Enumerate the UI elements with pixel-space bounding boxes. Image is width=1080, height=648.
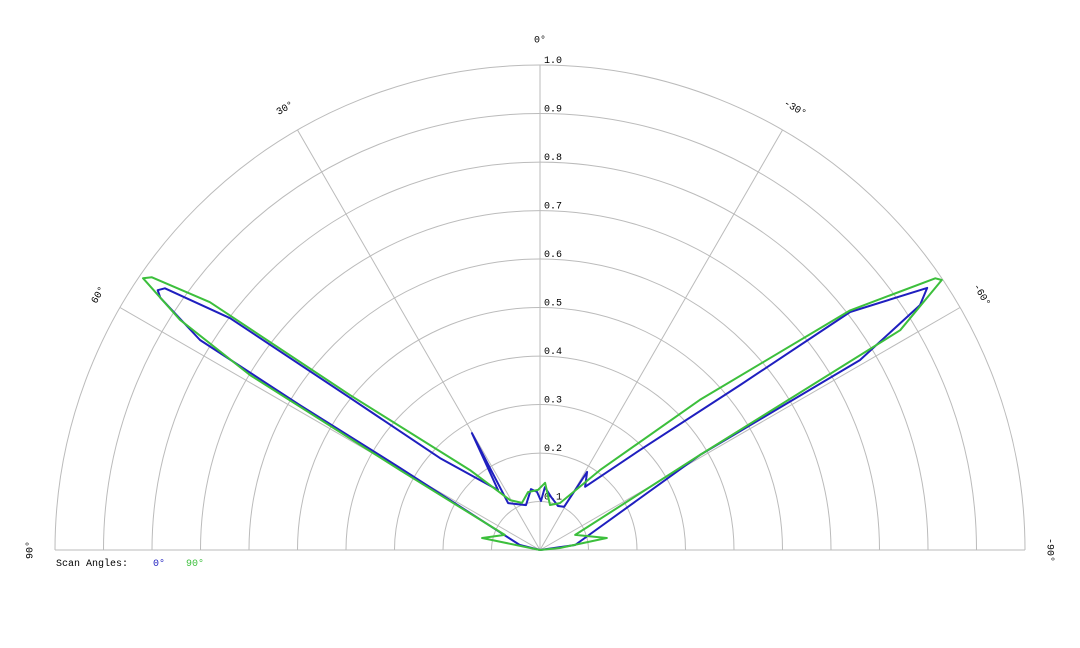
r-tick-label: 0.5 [544,299,562,310]
theta-tick-label: 90° [25,541,37,559]
theta-tick-label: 30° [275,99,297,118]
r-tick-label: 0.2 [544,444,562,455]
legend-entry: 0° [153,558,165,570]
theta-tick-label: -60° [970,282,992,309]
r-tick-label: 0.3 [544,396,562,407]
theta-tick-label: -90° [1043,538,1055,562]
grid-spoke [119,307,541,551]
series-line [142,276,943,551]
r-tick-label: 0.7 [544,202,562,213]
grid-spoke [539,129,783,551]
r-tick-label: 0.9 [544,105,562,116]
theta-tick-label: 0° [534,35,546,47]
grid-spoke [539,307,961,551]
theta-tick-label: -30° [781,98,808,120]
series-line [156,286,929,551]
legend-entry: 90° [186,558,204,570]
theta-tick-label: 60° [89,285,108,307]
plot-area [142,276,943,551]
grid-spoke [297,129,541,551]
r-tick-label: 1.0 [544,56,562,67]
r-tick-label: 0.6 [544,250,562,261]
legend-title: Scan Angles: [56,558,128,570]
r-tick-label: 0.4 [544,347,562,358]
grid: 0.10.20.30.40.50.60.70.80.91.00°30°60°90… [25,35,1056,562]
r-tick-label: 0.8 [544,153,562,164]
